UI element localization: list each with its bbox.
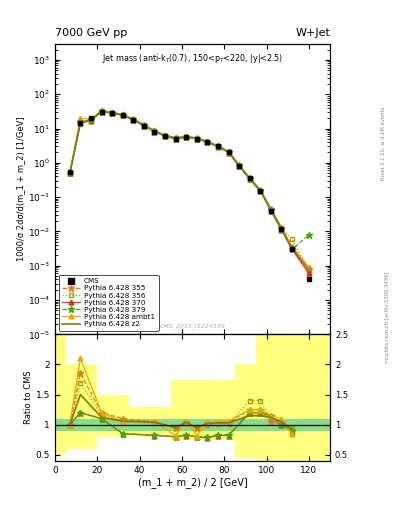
Bar <box>55 334 66 455</box>
Text: mcplots.cern.ch [arXiv:1306.3436]: mcplots.cern.ch [arXiv:1306.3436] <box>385 272 389 363</box>
Y-axis label: 1000/σ 2dσ/d(m_1 + m_2) [1/GeV]: 1000/σ 2dσ/d(m_1 + m_2) [1/GeV] <box>16 117 25 261</box>
Bar <box>235 365 256 458</box>
Bar <box>256 334 330 467</box>
Text: CMS_2013_I1224539: CMS_2013_I1224539 <box>160 323 226 329</box>
Bar <box>66 365 97 449</box>
Text: W+Jet: W+Jet <box>295 28 330 38</box>
Text: Rivet 3.1.10, ≥ 3.1M events: Rivet 3.1.10, ≥ 3.1M events <box>381 106 386 180</box>
Y-axis label: Ratio to CMS: Ratio to CMS <box>24 371 33 424</box>
Bar <box>55 419 330 431</box>
Bar <box>97 395 129 437</box>
Legend: CMS, Pythia 6.428 355, Pythia 6.428 356, Pythia 6.428 370, Pythia 6.428 379, Pyt: CMS, Pythia 6.428 355, Pythia 6.428 356,… <box>59 274 159 331</box>
X-axis label: (m_1 + m_2) / 2 [GeV]: (m_1 + m_2) / 2 [GeV] <box>138 477 248 488</box>
Bar <box>129 407 171 437</box>
Bar <box>171 379 235 440</box>
Text: Jet mass (anti-k$_T$(0.7), 150<p$_T$<220, |y|<2.5): Jet mass (anti-k$_T$(0.7), 150<p$_T$<220… <box>102 52 283 65</box>
Text: 7000 GeV pp: 7000 GeV pp <box>55 28 127 38</box>
